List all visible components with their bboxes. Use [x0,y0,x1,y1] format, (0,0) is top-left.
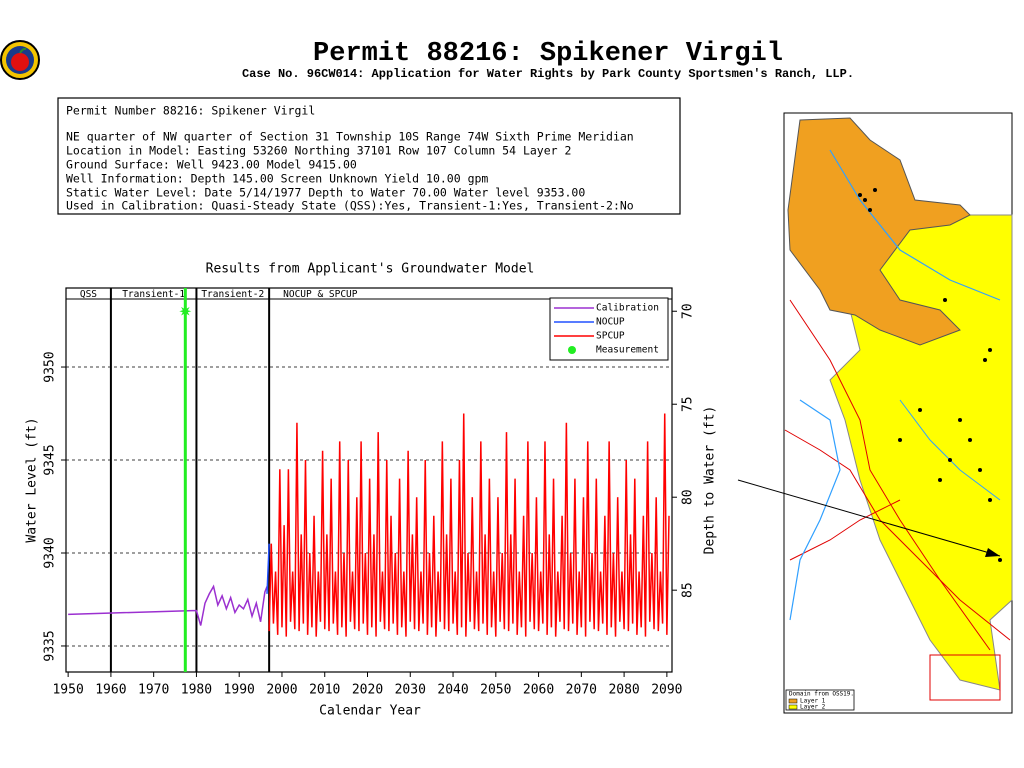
plot: 9335 9340 9345 9350 70 75 80 85 1950 1960 1970 1980… [43,287,696,698]
period-label: Transient-2 [201,289,264,300]
map-legend [785,689,855,711]
x-tick-label: 2070 [566,683,597,698]
x-tick-label: 1950 [52,683,83,698]
measurement-marker [179,305,192,318]
map-pointer-head [985,548,1000,557]
map-pointer [737,479,1001,557]
legend-label: Measurement [596,345,659,356]
page-title: Permit 88216: Spikener Virgil [313,39,783,69]
map-layer1 [787,117,971,346]
y-tick-label: 9345 [43,444,58,475]
y2-tick-label: 80 [681,489,696,505]
x-axis-label: Calendar Year [319,704,421,719]
x-tick-label: 2090 [651,683,682,698]
x-tick-label: 2040 [437,683,468,698]
x-tick-label: 1990 [224,683,255,698]
logo [0,40,40,80]
y2-tick-label: 85 [681,582,696,598]
x-tick-label: 1980 [181,683,212,698]
legend-label: NOCUP [596,317,625,328]
map-legend-swatch [788,698,798,704]
x-tick-label: 2030 [395,683,426,698]
x-tick-label: 2050 [480,683,511,698]
x-tick-label: 2020 [352,683,383,698]
y-tick-label: 9340 [43,537,58,568]
map: Domain from OSS19. Layer 1 Layer 2 [737,112,1013,714]
map-grid [929,654,1001,701]
info-lines: Permit Number 88216: Spikener Virgil NE q… [66,104,634,213]
x-tick-label: 2080 [608,683,639,698]
y-tick-label: 9350 [43,351,58,382]
y-axis-label: Water Level (ft) [25,417,40,542]
series-line [68,584,268,626]
map-stream [789,399,841,621]
map-wells [858,188,1002,562]
chart-title: Results from Applicant's Groundwater Mod… [206,262,535,277]
map-stream [829,149,1001,301]
x-tick-label: 2010 [309,683,340,698]
info-line: Ground Surface: Well 9423.00 Model 9415.… [66,158,357,172]
legend-label: SPCUP [596,331,625,342]
info-box [57,97,681,215]
page-subtitle: Case No. 96CW014: Application for Water … [242,67,854,81]
series-line [266,543,270,594]
info-line: Used in Calibration: Quasi-Steady State … [66,199,634,213]
info-line: Well Information: Depth 145.00 Screen Un… [66,172,488,186]
y2-tick-label: 75 [681,396,696,412]
map-layer2 [829,214,1013,691]
map-legend-label: Layer 1 [800,698,826,705]
map-legend-swatch [788,704,798,710]
x-tick-label: 2060 [523,683,554,698]
x-tick-label: 2000 [266,683,297,698]
legend-swatch [568,346,576,354]
y-tick-label: 9335 [43,630,58,661]
legend-label: Calibration [596,303,659,314]
period-label: NOCUP & SPCUP [283,289,358,300]
map-legend-label: Layer 2 [800,704,826,711]
info-line: Location in Model: Easting 53260 Northin… [66,144,571,158]
map-road [784,429,1011,641]
period-label: QSS [80,289,97,300]
x-tick-label: 1970 [138,683,169,698]
info-line: Permit Number 88216: Spikener Virgil [66,104,315,118]
info-line: NE quarter of NW quarter of Section 31 T… [66,130,634,144]
info-line: Static Water Level: Date 5/14/1977 Depth… [66,186,585,200]
map-stream [899,399,1001,501]
y2-tick-label: 70 [681,303,696,319]
series-line [268,413,670,637]
x-tick-label: 1960 [95,683,126,698]
period-label: Transient-1 [122,289,185,300]
y2-axis-label: Depth to Water (ft) [703,406,718,555]
map-legend-title: Domain from OSS19. [789,691,854,698]
map-road [789,499,901,561]
